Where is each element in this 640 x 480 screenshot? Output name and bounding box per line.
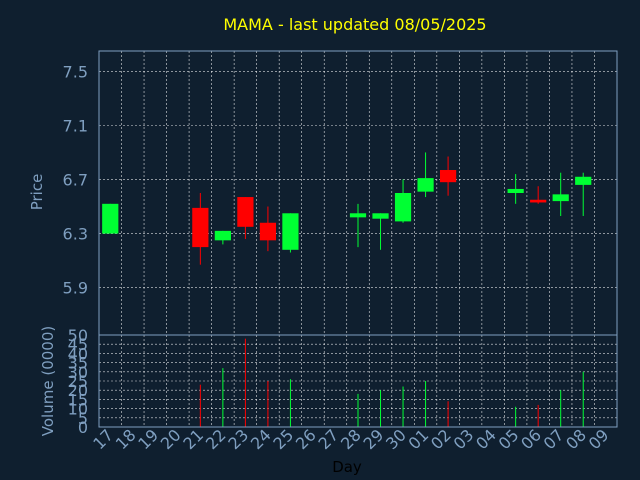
volume-tick-label: 5 <box>78 409 88 428</box>
candle-body <box>259 222 277 241</box>
candle-body <box>575 176 592 185</box>
candle-body <box>192 207 209 248</box>
candle-body <box>214 230 231 241</box>
volume-tick-label: 15 <box>68 390 88 409</box>
volume-tick-label: 40 <box>68 344 88 363</box>
volume-tick-label: 20 <box>68 381 88 400</box>
price-tick-label: 7.5 <box>63 62 88 81</box>
candle-body <box>530 199 547 203</box>
volume-tick-label: 30 <box>68 363 88 382</box>
candle-body <box>282 213 299 250</box>
grid-lines <box>99 51 617 428</box>
volume-tick-label: 45 <box>68 335 88 354</box>
price-tick-label: 6.3 <box>63 225 88 244</box>
price-tick-label: 6.7 <box>63 170 88 189</box>
candle-body <box>372 213 389 219</box>
volume-tick-label: 0 <box>78 418 88 437</box>
price-panel-frame <box>98 50 618 336</box>
volume-panel-frame <box>98 334 618 428</box>
volume-tick-label: 25 <box>68 372 88 391</box>
volume-bars <box>199 338 584 427</box>
candle-body <box>439 170 457 183</box>
tick-labels: 5.96.36.77.17.50510152025303540455017181… <box>63 62 613 453</box>
candle-body <box>394 193 412 222</box>
chart-title: MAMA - last updated 08/05/2025 <box>223 15 486 34</box>
candles <box>102 152 592 265</box>
volume-tick-label: 35 <box>68 354 88 373</box>
x-tick-label: 09 <box>585 425 613 453</box>
candle-body <box>237 197 254 227</box>
price-tick-label: 7.1 <box>63 116 88 135</box>
candle-body <box>507 188 524 193</box>
plot-frames <box>98 50 618 428</box>
candle-body <box>552 194 569 202</box>
price-axis-label: Price <box>28 174 46 211</box>
candle-body <box>102 203 119 234</box>
volume-tick-label: 50 <box>68 326 88 345</box>
price-tick-label: 5.9 <box>63 279 88 298</box>
volume-axis-label: Volume (0000) <box>39 326 57 436</box>
volume-tick-label: 10 <box>68 400 88 419</box>
x-axis-label: Day <box>332 458 362 476</box>
candle-body <box>417 178 434 192</box>
candle-body <box>349 213 367 218</box>
